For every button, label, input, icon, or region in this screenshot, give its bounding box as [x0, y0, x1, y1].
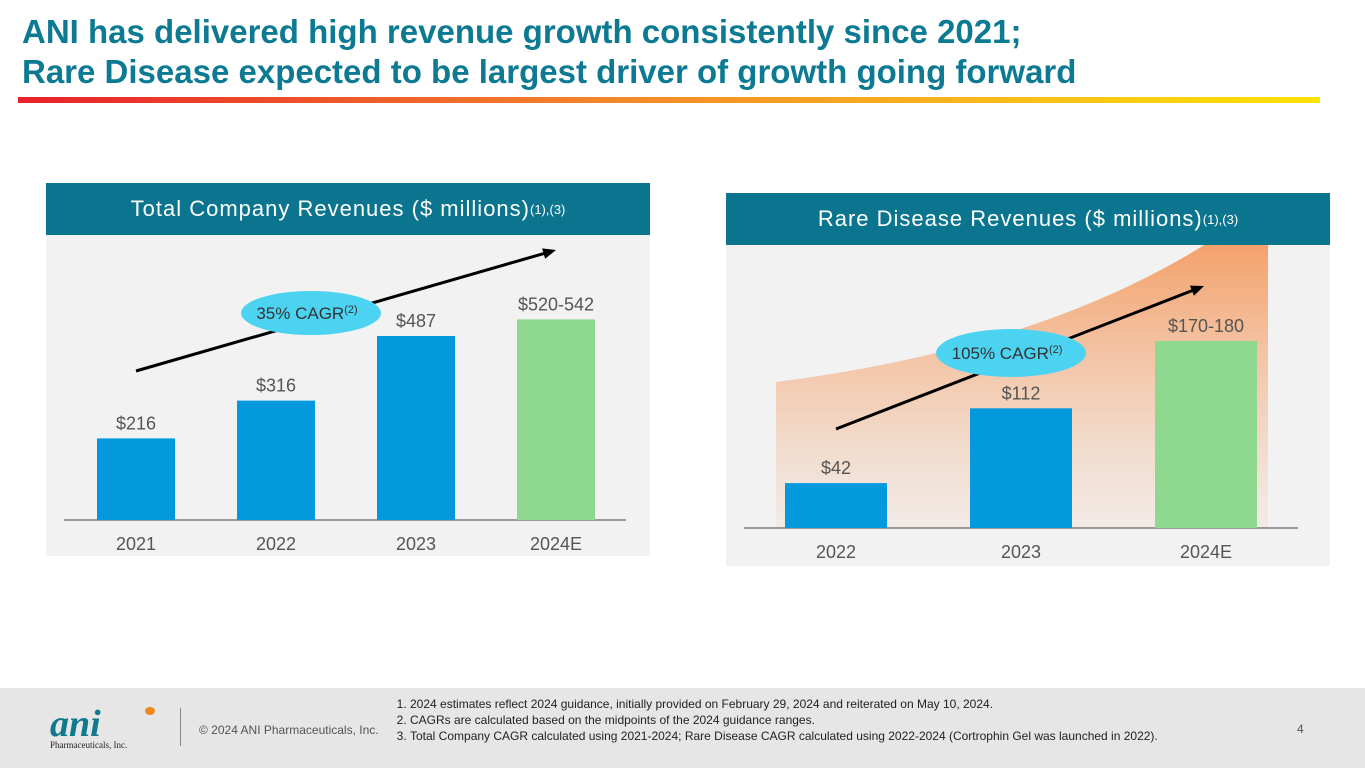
bar-2024E	[517, 319, 595, 520]
rare-disease-chart: $42 2022 $112 2023 $170-180 2024E 105% CAGR(2)…	[726, 193, 1330, 566]
chart-title: Rare Disease Revenues ($ millions)	[817, 206, 1203, 231]
data-label: $170-180	[1168, 316, 1244, 336]
x-tick-label: 2023	[1001, 542, 1041, 562]
chart-header: Rare Disease Revenues ($ millions) (1),(3…	[726, 193, 1330, 245]
data-label: $520-542	[518, 294, 594, 314]
svg-text:Pharmaceuticals, Inc.: Pharmaceuticals, Inc.	[50, 740, 127, 750]
bar-2023	[970, 408, 1072, 528]
footnotes: 2024 estimates reflect 2024 guidance, in…	[390, 696, 1158, 744]
total-revenue-chart: $216 2021 $316 2022 $487 2023 $520-542 2024E 35%…	[46, 183, 650, 556]
cagr-badge	[936, 329, 1086, 377]
rare-disease-plot: $42 2022 $112 2023 $170-180 2024E 105% CAGR(2)	[744, 201, 1298, 562]
arrow-head-icon	[1190, 285, 1204, 296]
title-line-1: ANI has delivered high revenue growth co…	[22, 13, 1022, 50]
x-tick-label: 2024E	[530, 534, 582, 554]
x-tick-label: 2022	[816, 542, 856, 562]
ani-logo: ani Pharmaceuticals, Inc.	[50, 704, 155, 750]
slide-title: ANI has delivered high revenue growth co…	[22, 12, 1076, 92]
data-label: $216	[116, 413, 156, 433]
bar-2022	[785, 483, 887, 528]
cagr-badge	[241, 291, 381, 335]
page-number: 4	[1297, 722, 1304, 736]
cagr-footnote: (2)	[344, 304, 357, 316]
footnote: Total Company CAGR calculated using 2021…	[410, 728, 1158, 744]
chart-title: Total Company Revenues ($ millions)	[130, 196, 530, 221]
total-revenue-plot: $216 2021 $316 2022 $487 2023 $520-542 2024E 35%…	[64, 248, 626, 554]
x-tick-label: 2021	[116, 534, 156, 554]
chart-title-footnote: (1),(3)	[1202, 211, 1239, 227]
bar-2022	[237, 400, 315, 520]
data-label: $42	[821, 458, 851, 478]
title-line-2: Rare Disease expected to be largest driv…	[22, 53, 1077, 90]
cagr-label: 105% CAGR(2)	[952, 344, 1063, 363]
copyright: © 2024 ANI Pharmaceuticals, Inc.	[199, 723, 379, 737]
footer-divider	[180, 708, 181, 746]
footer: ani Pharmaceuticals, Inc. © 2024 ANI Pha…	[0, 688, 1365, 768]
footnote: CAGRs are calculated based on the midpoi…	[410, 712, 1158, 728]
data-label: $487	[396, 311, 436, 331]
arrow-head-icon	[542, 248, 556, 259]
cagr-footnote: (2)	[1049, 344, 1062, 356]
bar-2024E	[1155, 341, 1257, 528]
chart-title-footnote: (1),(3)	[529, 201, 566, 217]
data-label: $316	[256, 376, 296, 396]
gradient-divider	[18, 97, 1320, 103]
x-tick-label: 2022	[256, 534, 296, 554]
x-tick-label: 2024E	[1180, 542, 1232, 562]
bar-2023	[377, 336, 455, 520]
cagr-label: 35% CAGR(2)	[256, 304, 357, 323]
footnote: 2024 estimates reflect 2024 guidance, in…	[410, 696, 1158, 712]
bar-2021	[97, 438, 175, 520]
chart-header: Total Company Revenues ($ millions) (1),(…	[46, 183, 650, 235]
svg-text:ani: ani	[50, 704, 101, 745]
data-label: $112	[1002, 383, 1041, 403]
x-tick-label: 2023	[396, 534, 436, 554]
